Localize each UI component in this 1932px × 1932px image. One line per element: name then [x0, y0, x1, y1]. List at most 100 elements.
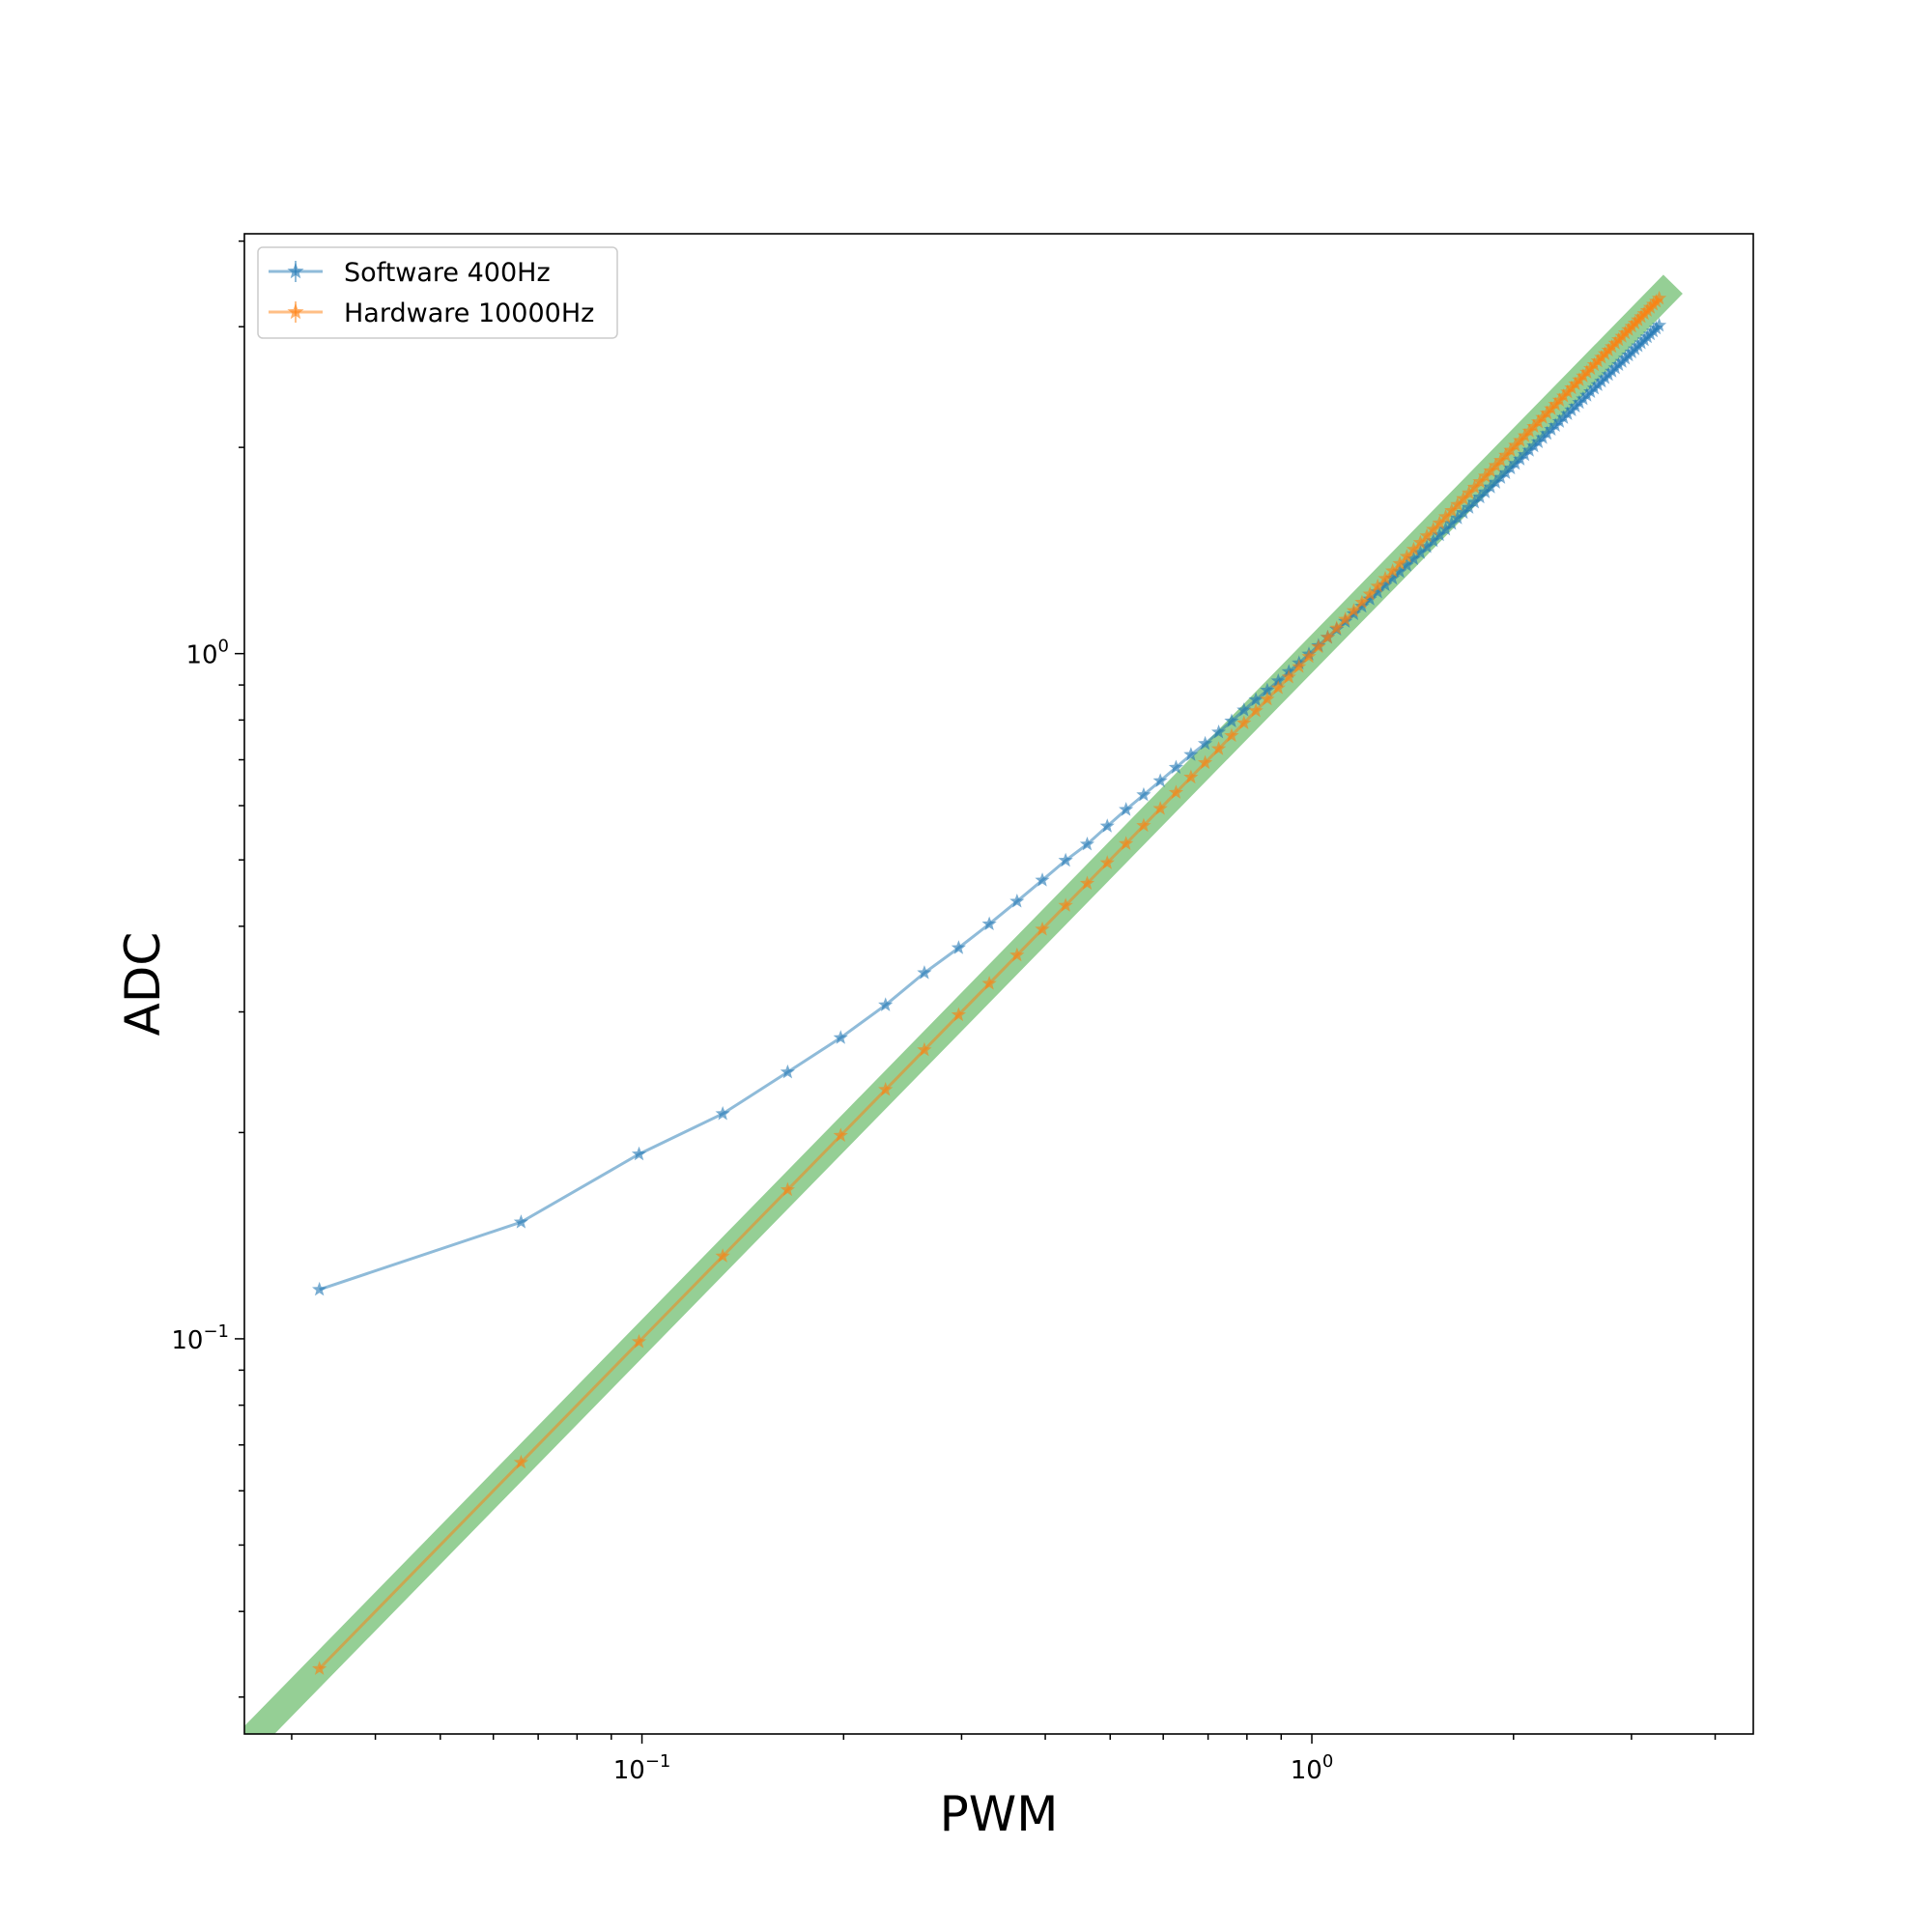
x-tick-label: 10−1 — [613, 1751, 671, 1785]
data-point — [1392, 563, 1407, 579]
y-tick-label: 100 — [185, 637, 229, 670]
data-point — [878, 997, 894, 1011]
data-point — [1651, 317, 1667, 332]
data-point — [1385, 563, 1401, 578]
data-point — [1058, 852, 1073, 867]
data-point — [1579, 364, 1595, 379]
data-point — [1270, 680, 1286, 695]
data-point — [1535, 430, 1550, 444]
data-point — [1035, 921, 1050, 936]
data-point — [1503, 460, 1519, 475]
data-point — [1590, 377, 1605, 391]
data-point — [1456, 504, 1471, 520]
data-point — [1378, 577, 1393, 592]
y-tick-label-exponent: 0 — [218, 637, 229, 657]
data-point — [1392, 555, 1407, 570]
data-point — [1260, 691, 1275, 706]
data-point — [1136, 817, 1151, 833]
data-point — [1462, 485, 1477, 499]
legend-label: Software 400Hz — [344, 258, 551, 288]
data-point — [312, 1661, 327, 1675]
data-point — [312, 1281, 327, 1296]
data-point — [1426, 532, 1441, 548]
data-point — [1058, 897, 1073, 912]
data-point — [951, 940, 966, 954]
data-point — [1168, 759, 1184, 774]
data-point — [1329, 620, 1345, 635]
data-layer — [244, 274, 1683, 1734]
data-point — [780, 1064, 795, 1079]
data-point — [631, 1334, 647, 1349]
y-tick-label-exponent: −1 — [203, 1321, 229, 1342]
data-point — [1521, 423, 1537, 438]
data-point — [917, 965, 932, 980]
data-point — [1579, 387, 1595, 402]
data-point — [1009, 894, 1025, 908]
data-point — [1564, 380, 1579, 395]
data-point — [1508, 455, 1523, 470]
y-tick-label-base: 10 — [185, 641, 217, 670]
data-point — [1568, 398, 1583, 413]
y-axis-label: ADC — [115, 932, 171, 1037]
data-point — [1572, 372, 1587, 386]
data-point — [1419, 539, 1435, 554]
data-point — [1456, 491, 1471, 505]
data-point — [1099, 818, 1115, 833]
data-point — [1586, 380, 1602, 395]
data-point — [1406, 541, 1422, 556]
legend-marker — [287, 303, 304, 320]
data-point — [1197, 735, 1213, 751]
data-point — [1560, 384, 1576, 399]
data-point — [1508, 438, 1523, 452]
data-point — [1551, 392, 1568, 407]
x-tick-label-base: 10 — [1291, 1756, 1322, 1785]
data-point — [1576, 368, 1591, 383]
data-point — [1483, 479, 1498, 494]
legend: Software 400Hz Hardware 10000Hz — [257, 246, 618, 339]
legend-marker — [287, 263, 304, 279]
x-tick-label-exponent: −1 — [645, 1751, 671, 1772]
data-point — [1399, 557, 1414, 572]
data-point — [1521, 442, 1537, 457]
data-point — [1152, 801, 1168, 815]
data-point — [1362, 591, 1378, 606]
data-point — [951, 1007, 966, 1022]
data-point — [1517, 428, 1533, 442]
data-point — [1564, 402, 1579, 416]
data-point — [1535, 410, 1550, 424]
data-point — [1338, 611, 1353, 626]
data-point — [1548, 396, 1563, 412]
data-point — [833, 1127, 848, 1142]
data-point — [1224, 713, 1239, 727]
data-point — [878, 1082, 894, 1096]
data-point — [981, 976, 997, 990]
data-point — [1583, 384, 1599, 399]
data-point — [1099, 855, 1115, 869]
data-point — [1651, 290, 1667, 305]
data-point — [1210, 724, 1227, 739]
data-point — [780, 1181, 795, 1197]
x-axis-label: PWM — [940, 1786, 1059, 1842]
data-point — [1370, 583, 1385, 599]
x-tick-label-exponent: 0 — [1322, 1751, 1333, 1772]
data-point — [1513, 451, 1528, 466]
data-point — [1437, 508, 1454, 524]
data-point — [1260, 682, 1275, 697]
y-tick-label-base: 10 — [171, 1326, 203, 1355]
data-point — [1320, 629, 1336, 644]
data-point — [1513, 433, 1528, 447]
data-point — [1568, 376, 1583, 390]
data-point — [1450, 510, 1465, 525]
data-point — [1378, 570, 1393, 585]
data-point — [1119, 836, 1134, 850]
data-point — [513, 1454, 529, 1469]
data-point — [1210, 741, 1227, 755]
data-point — [1346, 603, 1362, 617]
data-point — [1548, 417, 1563, 433]
data-point — [1301, 648, 1317, 664]
data-point — [1466, 494, 1482, 509]
data-point — [1183, 747, 1199, 761]
data-point — [1539, 405, 1555, 420]
data-point — [1477, 484, 1493, 498]
